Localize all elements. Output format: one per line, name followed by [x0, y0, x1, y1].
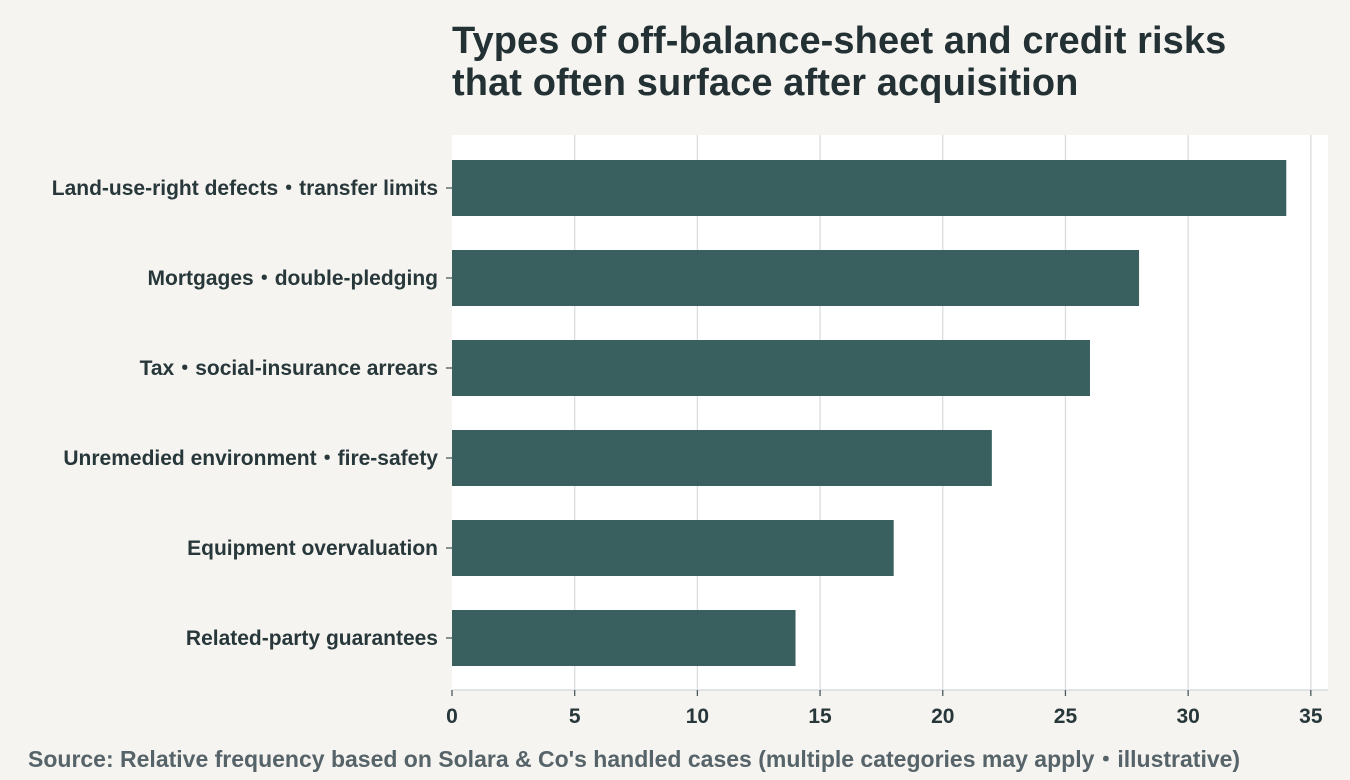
chart-title-line-2: that often surface after acquisition	[452, 62, 1079, 104]
category-label: Mortgages・double-pledging	[148, 267, 438, 290]
bar	[452, 250, 1140, 306]
category-label: Tax・social-insurance arrears	[140, 357, 438, 380]
category-label: Land-use-right defects・transfer limits	[52, 177, 438, 200]
bar	[452, 520, 894, 576]
bar	[452, 610, 796, 666]
x-tick-label: 10	[686, 705, 709, 728]
x-tick-label: 30	[1176, 705, 1199, 728]
x-tick-label: 25	[1054, 705, 1078, 728]
category-label: Related-party guarantees	[186, 627, 438, 650]
x-tick-label: 20	[931, 705, 954, 728]
x-tick-label: 5	[569, 705, 581, 728]
x-tick-label: 15	[808, 705, 832, 728]
chart-title-line-1: Types of off-balance-sheet and credit ri…	[452, 20, 1227, 62]
chart-title: Types of off-balance-sheet and credit ri…	[452, 20, 1332, 104]
x-tick-label: 35	[1299, 705, 1323, 728]
source-note: Source: Relative frequency based on Sola…	[28, 746, 1241, 772]
bar	[452, 430, 992, 486]
plot-area	[452, 135, 1328, 690]
category-label: Equipment overvaluation	[187, 537, 438, 560]
category-label: Unremedied environment・fire-safety	[63, 447, 438, 470]
bar	[452, 160, 1287, 216]
x-tick-label: 0	[446, 705, 458, 728]
bar	[452, 340, 1090, 396]
